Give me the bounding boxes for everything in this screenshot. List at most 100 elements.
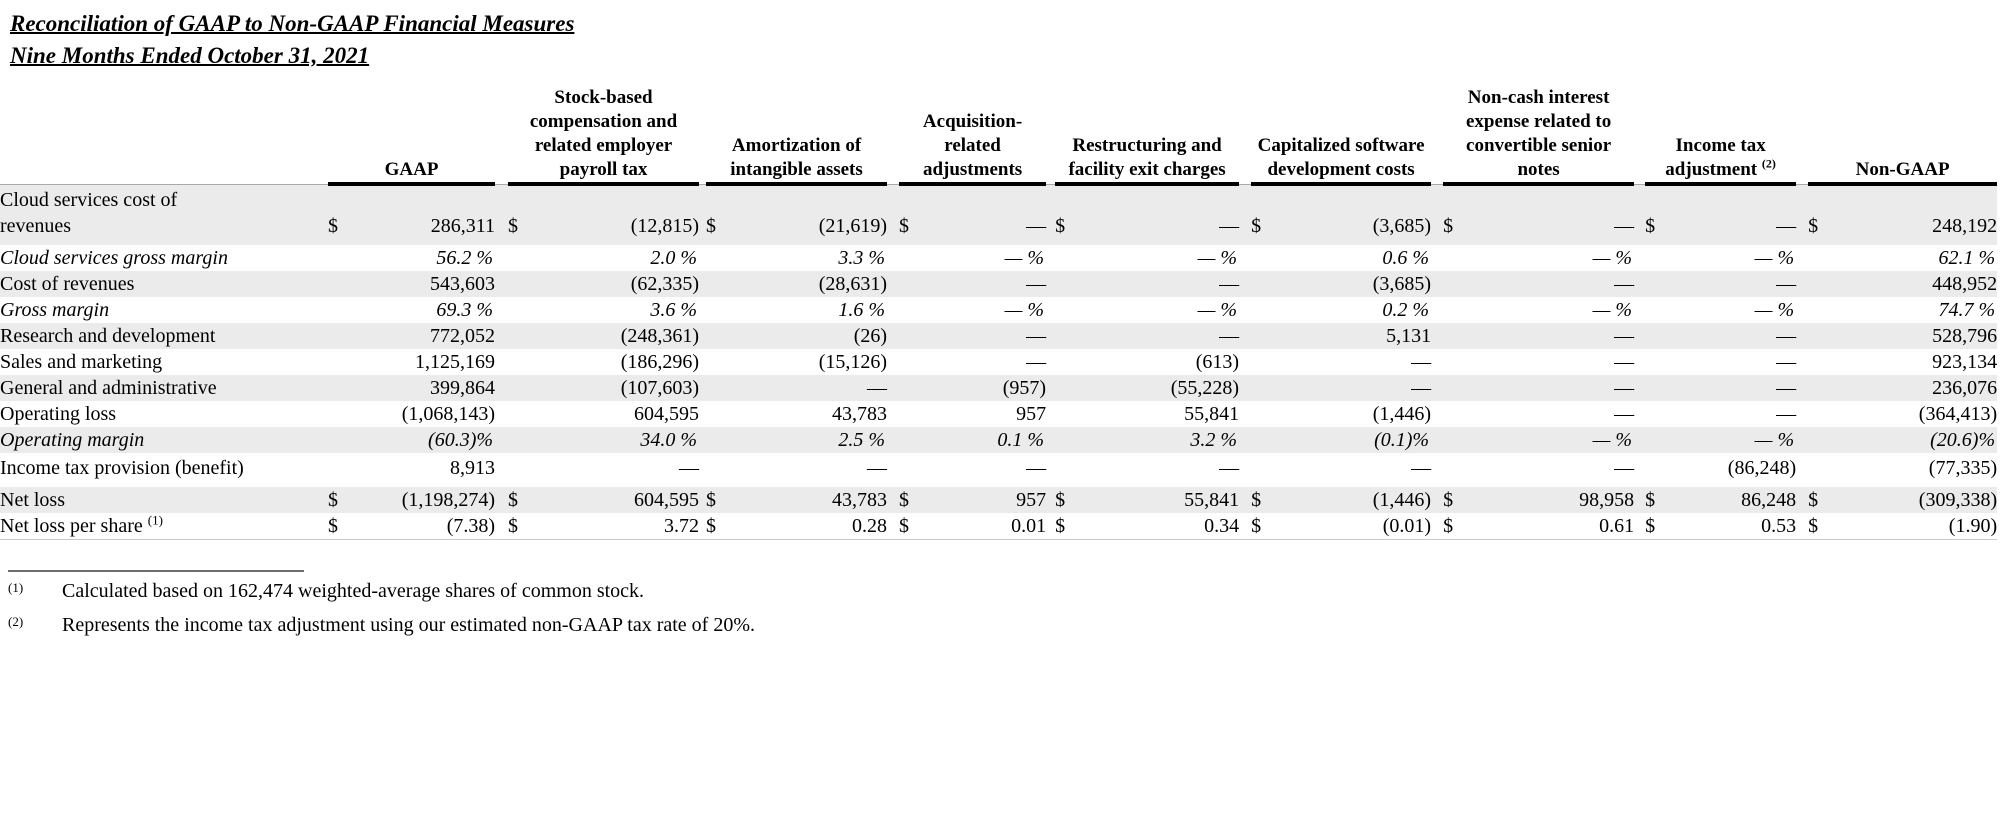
currency-symbol: [1645, 323, 1673, 349]
cell-gap: [1431, 453, 1443, 487]
currency-symbol: $: [1443, 214, 1454, 237]
column-header: Non-cash interest expense related to con…: [1443, 86, 1635, 186]
currency-symbol: $: [1055, 488, 1066, 511]
cell-value: (1,446): [1372, 488, 1432, 511]
cell-value: —: [1411, 350, 1432, 373]
currency-symbol: [508, 297, 536, 323]
cell-gap: [250, 271, 328, 297]
footnote-2: (2) Represents the income tax adjustment…: [8, 612, 2000, 638]
currency-symbol: [1808, 453, 1836, 487]
cell-value: 543,603: [430, 272, 496, 295]
cell-gap: [1431, 427, 1443, 453]
cell-value: —: [1614, 324, 1635, 347]
currency-symbol: [1645, 375, 1673, 401]
currency-symbol: [1055, 323, 1083, 349]
currency-symbol: $: [1251, 214, 1262, 237]
cell-value: 0.53: [1673, 512, 1797, 540]
cell-gap: [495, 271, 508, 297]
currency-symbol: [328, 453, 356, 487]
currency-symbol: $: [508, 488, 519, 511]
cell-value: 98,958: [1579, 488, 1635, 511]
cell-gap: [250, 297, 328, 323]
cell-gap: [1239, 297, 1251, 323]
cell-gap: [1239, 184, 1251, 245]
cell-value: —: [867, 376, 888, 399]
currency-symbol: [328, 323, 356, 349]
currency-symbol: $: [706, 512, 735, 540]
cell-gap: [1796, 375, 1808, 401]
cell-value: — %: [1592, 298, 1633, 321]
cell-gap: [1239, 427, 1251, 453]
header-gap: [1046, 86, 1056, 185]
cell-gap: [699, 487, 706, 513]
currency-symbol: $: [508, 512, 537, 540]
currency-symbol: $: [1808, 214, 1819, 237]
currency-symbol: [706, 401, 734, 427]
cell-value: 34.0 %: [640, 428, 698, 451]
cell-gap: [1796, 349, 1808, 375]
currency-symbol: $: [1251, 488, 1262, 511]
cell-gap: [495, 184, 508, 245]
table-row: Research and development 772,052 (248,361)…: [0, 322, 1998, 349]
cell-value: (28,631): [818, 272, 888, 295]
cell-gap: [1239, 349, 1251, 375]
cell-gap: [1796, 245, 1808, 271]
cell-gap: [1634, 297, 1645, 323]
cell-value: (26): [853, 324, 888, 347]
cell-gap: [699, 453, 706, 487]
currency-symbol: [1443, 349, 1471, 375]
cell-value: (1,198,274): [401, 488, 496, 511]
cell-value: (3,685): [1372, 272, 1432, 295]
header-gap: [495, 86, 509, 185]
cell-gap: [1796, 184, 1808, 245]
cell-gap: [1634, 184, 1645, 245]
cell-value: 528,796: [1932, 324, 1998, 347]
currency-symbol: [1808, 427, 1836, 453]
cell-value: (3,685): [1372, 214, 1432, 237]
table-row: Cloud services cost of revenues $286,311 $…: [0, 184, 1998, 245]
currency-symbol: [899, 245, 927, 271]
cell-value: —: [1219, 324, 1240, 347]
header-gap: [1239, 86, 1252, 185]
cell-value: — %: [1197, 246, 1238, 269]
table-row: Gross margin 69.3 % 3.6 % 1.6 % — % — % 0.2 % —…: [0, 297, 1997, 323]
cell-gap: [887, 323, 899, 349]
row-label: Net loss per share (1): [0, 512, 250, 540]
cell-value: 0.2 %: [1382, 298, 1430, 321]
cell-gap: [1431, 375, 1443, 401]
cell-value: 74.7 %: [1938, 298, 1996, 321]
cell-gap: [495, 349, 508, 375]
cell-gap: [887, 487, 899, 513]
currency-symbol: $: [899, 512, 928, 540]
currency-symbol: [1443, 401, 1471, 427]
currency-symbol: $: [328, 214, 338, 237]
cell-gap: [699, 349, 706, 375]
cell-value: (0.01): [1279, 512, 1432, 540]
currency-symbol: $: [508, 214, 519, 237]
currency-symbol: [1443, 245, 1471, 271]
currency-symbol: [508, 427, 536, 453]
cell-value: (20.6)%: [1930, 428, 1996, 451]
column-header: Restructuring and facility exit charges: [1055, 86, 1240, 186]
column-header: GAAP: [328, 86, 496, 186]
cell-value: 248,192: [1932, 214, 1998, 237]
cell-value: (107,603): [620, 376, 700, 399]
currency-symbol: [706, 245, 734, 271]
currency-symbol: [899, 297, 927, 323]
currency-symbol: [1251, 245, 1279, 271]
cell-value: 604,595: [634, 402, 700, 425]
cell-value: 772,052: [430, 324, 496, 347]
cell-value: —: [1776, 376, 1797, 399]
cell-value: —: [1776, 272, 1797, 295]
currency-symbol: [328, 375, 356, 401]
currency-symbol: [706, 271, 734, 297]
cell-gap: [1634, 512, 1646, 540]
currency-symbol: $: [706, 488, 717, 511]
currency-symbol: [1645, 297, 1673, 323]
table-row: Operating loss (1,068,143) 604,595 43,783 95…: [0, 401, 1997, 427]
cell-value: —: [1614, 456, 1635, 479]
cell-gap: [887, 245, 899, 271]
cell-value: —: [1219, 272, 1240, 295]
footnote-text: Represents the income tax adjustment usi…: [62, 613, 755, 636]
row-label: Operating margin: [0, 428, 145, 451]
